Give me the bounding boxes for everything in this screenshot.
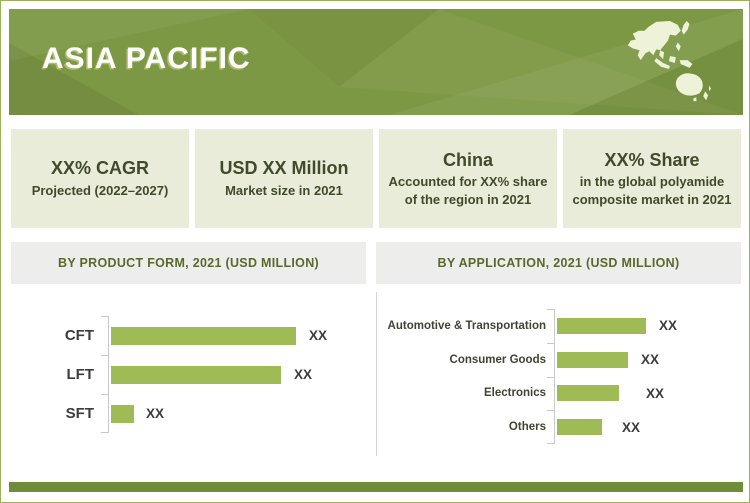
bar <box>557 385 619 402</box>
chart-row: Electronics XX <box>376 377 741 411</box>
bar <box>557 419 602 436</box>
bar-value-label: XX <box>294 367 313 382</box>
bar-area: XX <box>554 385 741 402</box>
bar-value-label: XX <box>646 385 665 401</box>
panel-divider <box>376 292 377 456</box>
bar-value-label: XX <box>622 419 641 435</box>
stat-card-market-size: USD XX Million Market size in 2021 <box>195 129 373 228</box>
category-label: Others <box>508 421 546 434</box>
axis-tick <box>547 376 554 378</box>
axis-tick <box>101 355 108 356</box>
axis-tick <box>101 394 108 395</box>
category-label: Electronics <box>484 387 546 400</box>
stat-cards-row: XX% CAGR Projected (2022–2027) USD XX Mi… <box>11 129 741 228</box>
category-label: LFT <box>66 366 95 383</box>
stat-card-cagr: XX% CAGR Projected (2022–2027) <box>11 129 189 228</box>
bar <box>111 404 134 423</box>
bar <box>557 351 628 368</box>
page-title: ASIA PACIFIC <box>42 42 251 75</box>
bar-area: XX <box>554 419 741 436</box>
axis-tick <box>547 309 554 310</box>
bar-value-label: XX <box>146 406 165 421</box>
chart-product-form: CFT XX LFT XX SFT XX <box>11 316 363 433</box>
section-header-product-form: BY PRODUCT FORM, 2021 (USD MILLION) <box>11 242 366 284</box>
chart-row: Others XX <box>376 410 741 444</box>
chart-row: CFT XX <box>11 316 363 355</box>
chart-row: Consumer Goods XX <box>376 343 741 377</box>
stat-card-subtitle: in the global polyamide composite market… <box>572 174 732 207</box>
footer-accent-bar <box>9 482 743 492</box>
stat-card-title: XX% Share <box>604 149 700 170</box>
bar-value-label: XX <box>309 328 328 343</box>
category-label: Automotive & Transportation <box>387 319 546 332</box>
category-label: CFT <box>64 327 94 344</box>
chart-row: Automotive & Transportation XX <box>376 309 741 343</box>
category-label: Consumer Goods <box>449 353 546 366</box>
stat-card-subtitle: Market size in 2021 <box>225 182 343 198</box>
axis-tick <box>547 410 554 412</box>
asia-pacific-map-icon <box>627 20 712 102</box>
stat-card-title: XX% CAGR <box>50 158 149 179</box>
bar-area: XX <box>108 365 363 384</box>
bar-area: XX <box>554 317 741 334</box>
bar-value-label: XX <box>659 318 678 334</box>
bar <box>111 326 296 345</box>
axis-tick <box>101 432 108 433</box>
stat-card-china-share: China Accounted for XX% share of the reg… <box>379 129 557 228</box>
bar-area: XX <box>108 404 363 423</box>
header-band: ASIA PACIFIC <box>9 9 743 115</box>
axis-tick <box>547 443 554 444</box>
chart-axis <box>554 309 555 444</box>
stat-card-title: USD XX Million <box>219 158 349 179</box>
stat-card-subtitle: Projected (2022–2027) <box>31 182 169 198</box>
chart-row: LFT XX <box>11 355 363 394</box>
chart-axis <box>108 316 109 433</box>
axis-tick <box>547 342 554 344</box>
stat-card-global-share: XX% Share in the global polyamide compos… <box>563 129 741 228</box>
category-label: SFT <box>65 405 94 422</box>
bar-value-label: XX <box>641 352 660 368</box>
chart-row: SFT XX <box>11 394 363 433</box>
bar <box>557 317 646 334</box>
stat-card-subtitle: Accounted for XX% share of the region in… <box>388 174 548 207</box>
chart-application: Automotive & Transportation XX Consumer Go… <box>376 309 741 444</box>
bar-area: XX <box>108 326 363 345</box>
stat-card-title: China <box>442 149 493 170</box>
axis-tick <box>101 316 108 317</box>
bar <box>111 365 281 384</box>
bar-area: XX <box>554 351 741 368</box>
section-header-application: BY APPLICATION, 2021 (USD MILLION) <box>376 242 741 284</box>
